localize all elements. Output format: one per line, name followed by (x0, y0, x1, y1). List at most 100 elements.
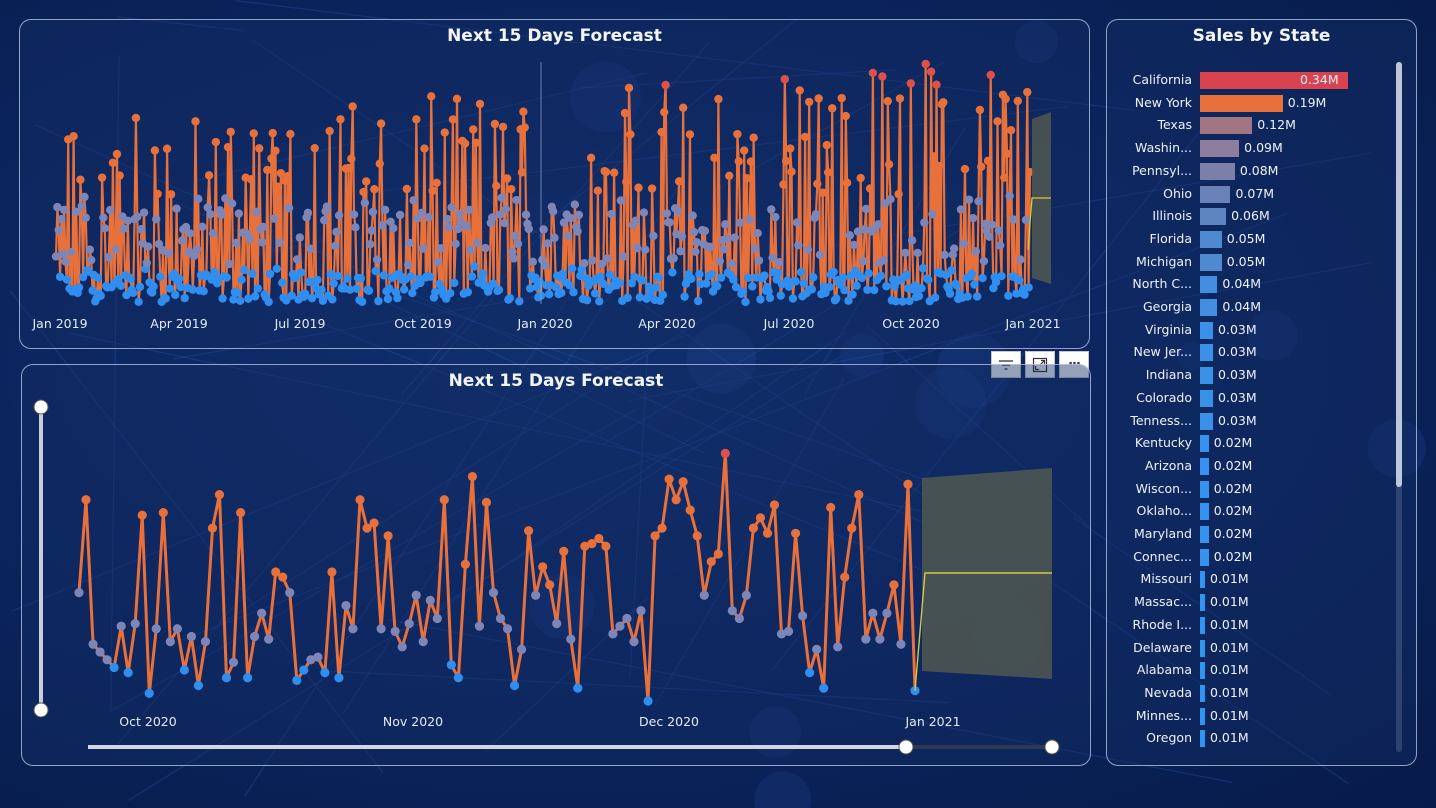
top-data-point (700, 226, 710, 236)
state-row[interactable]: Tenness... 0.03M (1107, 411, 1397, 431)
state-bar[interactable] (1200, 503, 1209, 521)
state-row[interactable]: Indiana 0.03M (1107, 365, 1397, 385)
state-row[interactable]: Pennsyl... 0.08M (1107, 161, 1397, 181)
state-row[interactable]: Virginia 0.03M (1107, 320, 1397, 340)
top-data-point (947, 266, 956, 275)
state-row[interactable]: Minnes... 0.01M (1107, 706, 1397, 726)
state-bar[interactable] (1200, 616, 1205, 634)
state-bar[interactable] (1200, 730, 1205, 748)
state-row[interactable]: New Jer... 0.03M (1107, 342, 1397, 362)
state-bar[interactable] (1200, 662, 1205, 680)
state-bar[interactable] (1200, 94, 1283, 112)
top-data-point (550, 233, 559, 243)
horizontal-slider-left-handle (898, 739, 914, 755)
vertical-scrollbar[interactable] (1396, 62, 1402, 752)
state-bar[interactable] (1200, 548, 1209, 566)
state-bar[interactable] (1200, 208, 1227, 226)
state-row[interactable]: Delaware 0.01M (1107, 638, 1397, 658)
state-bar[interactable] (1200, 276, 1218, 294)
top-data-point (926, 67, 936, 76)
top-data-point (97, 173, 107, 182)
state-bar[interactable] (1200, 526, 1209, 543)
state-row[interactable]: North C... 0.04M (1107, 274, 1397, 294)
state-row[interactable]: Colorado 0.03M (1107, 388, 1397, 408)
top-data-point (404, 260, 413, 270)
bottom-data-point (376, 624, 386, 634)
bottom-data-point (692, 531, 702, 541)
state-row[interactable]: Ohio 0.07M (1107, 184, 1397, 204)
state-bar[interactable] (1200, 480, 1209, 498)
top-data-point (231, 238, 241, 248)
state-row[interactable]: Illinois 0.06M (1107, 206, 1397, 226)
state-row[interactable]: Rhode I... 0.01M (1107, 615, 1397, 635)
state-bar[interactable] (1200, 162, 1235, 180)
state-bar[interactable] (1200, 321, 1214, 339)
bottom-data-point (193, 680, 204, 691)
state-row[interactable]: Wiscon... 0.02M (1107, 479, 1397, 499)
state-row[interactable]: Alabama 0.01M (1107, 660, 1397, 680)
state-bar[interactable] (1200, 435, 1209, 453)
bottom-x-tick-label: Dec 2020 (639, 714, 699, 729)
top-data-point (87, 255, 96, 265)
state-row[interactable]: Oklaho... 0.02M (1107, 501, 1397, 521)
state-row[interactable]: Arizona 0.02M (1107, 456, 1397, 476)
top-data-point (710, 153, 719, 163)
bottom-data-point (790, 528, 801, 538)
bottom-data-point (797, 611, 808, 621)
top-data-point (750, 244, 760, 253)
state-row[interactable]: New York 0.19M (1107, 93, 1397, 113)
top-data-point (939, 98, 948, 107)
bottom-forecast-panel[interactable]: Next 15 Days Forecast Oct 2020 Nov 2020 De… (21, 364, 1091, 766)
top-data-point (278, 278, 287, 288)
top-data-point (662, 209, 672, 218)
bottom-data-point (531, 590, 541, 600)
state-bar[interactable] (1200, 707, 1205, 725)
state-row[interactable]: California 0.34M (1107, 70, 1397, 90)
state-bar[interactable] (1200, 412, 1214, 430)
bottom-forecast-chart[interactable]: Oct 2020 Nov 2020 Dec 2020 Jan 2021 (22, 365, 1090, 765)
state-bar[interactable] (1200, 389, 1214, 407)
sales-by-state-panel[interactable]: Sales by State California 0.34M New York 0.… (1106, 19, 1417, 766)
state-bar[interactable] (1200, 140, 1240, 158)
state-bar[interactable] (1200, 72, 1348, 89)
top-data-point (772, 275, 781, 284)
state-row[interactable]: Missouri 0.01M (1107, 569, 1397, 589)
state-row[interactable]: Nevada 0.01M (1107, 683, 1397, 703)
bottom-data-point (313, 652, 323, 662)
state-bar[interactable] (1200, 594, 1205, 612)
state-row[interactable]: Georgia 0.04M (1107, 297, 1397, 317)
state-bar[interactable] (1200, 253, 1222, 271)
state-bar[interactable] (1200, 457, 1209, 475)
state-bar[interactable] (1200, 185, 1231, 203)
state-bar[interactable] (1200, 684, 1205, 702)
top-data-point (775, 257, 784, 267)
top-data-point (172, 204, 181, 213)
top-data-point (357, 297, 367, 306)
state-bar[interactable] (1200, 571, 1205, 589)
state-bar[interactable] (1200, 367, 1214, 385)
bottom-data-point (776, 629, 787, 639)
state-row[interactable]: Texas 0.12M (1107, 115, 1397, 135)
background-line (220, 266, 786, 625)
top-data-point (292, 255, 302, 264)
state-row[interactable]: Michigan 0.05M (1107, 252, 1397, 272)
state-row[interactable]: Oregon 0.01M (1107, 728, 1397, 748)
state-row[interactable]: Maryland 0.02M (1107, 524, 1397, 544)
bottom-data-point (390, 626, 400, 636)
bottom-data-point (840, 572, 850, 582)
state-bar[interactable] (1200, 230, 1222, 248)
state-row[interactable]: Massac... 0.01M (1107, 592, 1397, 612)
top-data-point (886, 194, 895, 204)
state-bar[interactable] (1200, 299, 1218, 316)
state-row[interactable]: Florida 0.05M (1107, 229, 1397, 249)
state-bar[interactable] (1200, 639, 1205, 657)
state-bar[interactable] (1200, 117, 1253, 135)
state-row[interactable]: Washin... 0.09M (1107, 138, 1397, 158)
top-forecast-chart[interactable]: Jan 2019 Apr 2019 Jul 2019 Oct 2019 Jan 2020… (20, 20, 1089, 348)
scrollbar-thumb[interactable] (1396, 62, 1402, 487)
top-data-point (760, 271, 769, 280)
top-forecast-panel[interactable]: Next 15 Days Forecast Jan 2019 Apr 2019 Ju… (19, 19, 1090, 349)
state-row[interactable]: Kentucky 0.02M (1107, 433, 1397, 453)
state-row[interactable]: Connec... 0.02M (1107, 547, 1397, 567)
state-bar[interactable] (1200, 344, 1214, 362)
